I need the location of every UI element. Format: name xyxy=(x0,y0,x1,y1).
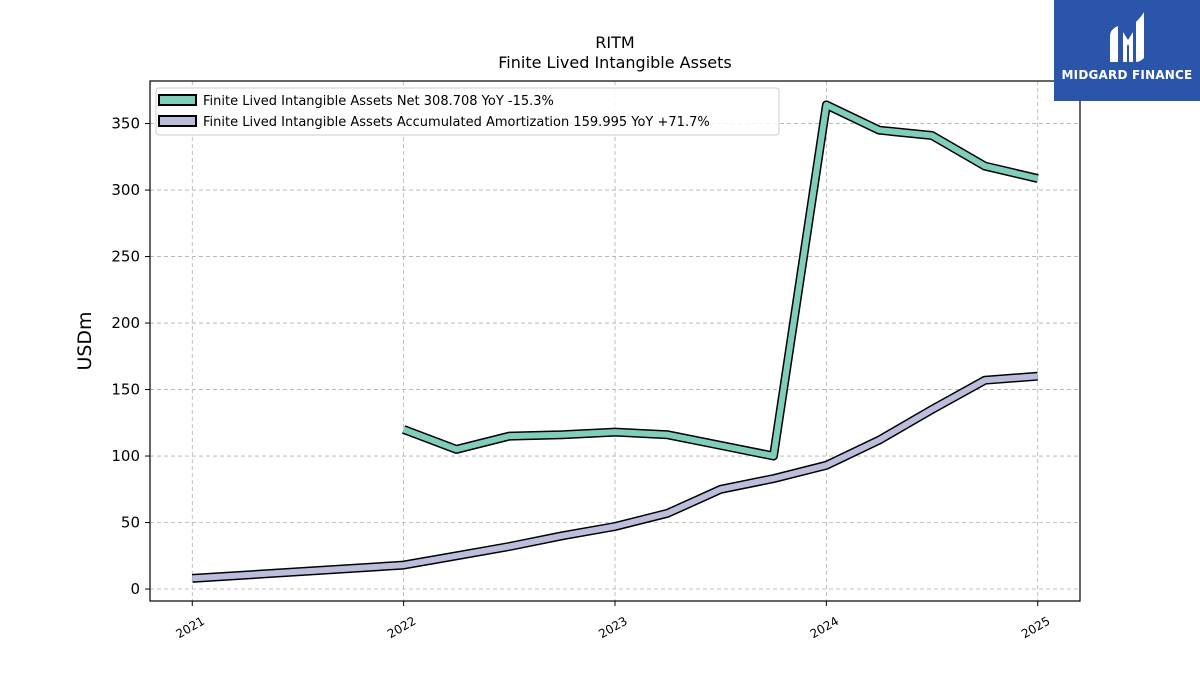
midgard-finance-logo-mark xyxy=(1110,12,1144,62)
x-tick-label: 2024 xyxy=(808,614,841,641)
y-tick-label: 250 xyxy=(111,248,140,266)
y-tick-label: 200 xyxy=(111,314,140,332)
legend-label: Finite Lived Intangible Assets Accumulat… xyxy=(203,115,710,130)
series-line xyxy=(402,101,1039,459)
y-tick-label: 300 xyxy=(111,181,140,199)
chart-title: RITM xyxy=(595,33,634,52)
series-group xyxy=(192,100,1039,583)
x-axis: 2021 2022 2023 2024 2025 xyxy=(174,601,1052,641)
series-line xyxy=(192,373,1038,582)
y-tick-label: 100 xyxy=(111,447,140,465)
legend-box xyxy=(155,87,780,136)
x-tick-label: 2023 xyxy=(596,614,629,641)
legend-swatch xyxy=(158,115,197,127)
y-tick-label: 350 xyxy=(111,115,140,133)
midgard-finance-logo-text: MIDGARD FINANCE xyxy=(1061,68,1193,82)
x-tick-label: 2022 xyxy=(385,614,418,641)
y-axis: 0 50 100 150 200 250 300 350 xyxy=(111,115,150,598)
y-axis-label: USDm xyxy=(74,311,96,370)
y-tick-label: 150 xyxy=(111,381,140,399)
x-tick-label: 2021 xyxy=(174,614,207,641)
legend: Finite Lived Intangible Assets Net 308.7… xyxy=(155,87,780,136)
legend-swatch xyxy=(158,94,197,106)
legend-label: Finite Lived Intangible Assets Net 308.7… xyxy=(203,94,554,109)
x-tick-label: 2025 xyxy=(1019,614,1052,641)
chart-subtitle: Finite Lived Intangible Assets xyxy=(498,53,731,72)
midgard-finance-logo: MIDGARD FINANCE xyxy=(1054,0,1200,101)
y-tick-label: 0 xyxy=(130,580,140,598)
y-tick-label: 50 xyxy=(121,514,140,532)
